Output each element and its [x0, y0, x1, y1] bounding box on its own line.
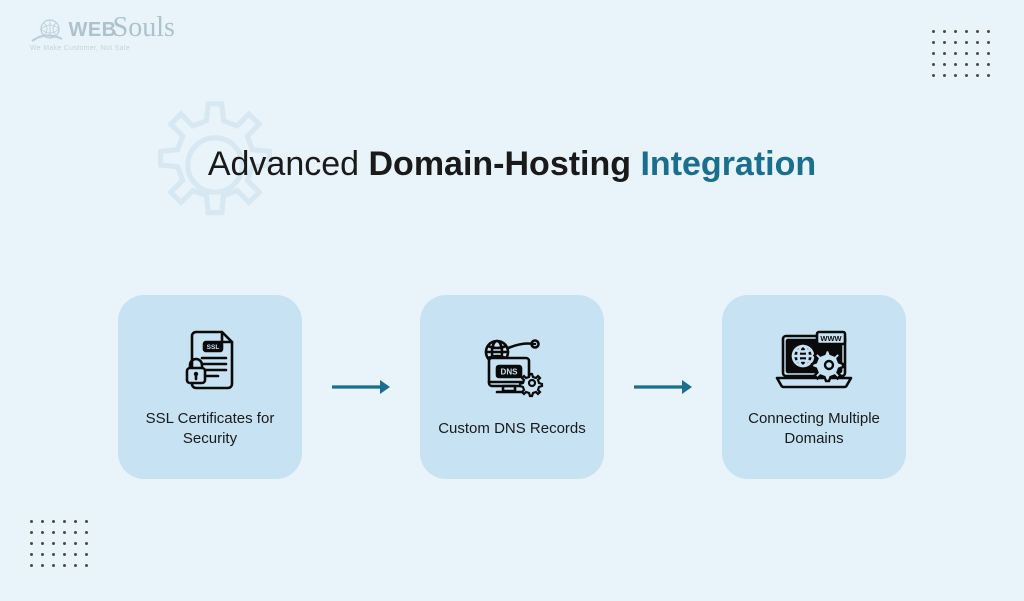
card-label: SSL Certificates for Security	[136, 409, 284, 450]
globe-swoosh-icon	[30, 19, 64, 45]
arrow-right-icon	[632, 378, 694, 396]
logo-text-web: WEB	[68, 19, 116, 41]
title-part-2: Domain-Hosting	[369, 145, 641, 183]
brand-logo: WEBSouls We Make Customer, Not Sale	[30, 12, 175, 52]
decor-dots-bottom-left	[30, 520, 92, 571]
card-ssl: SSL SSL Certificates for Security	[118, 295, 302, 479]
svg-text:WWW: WWW	[820, 334, 842, 343]
page-title: Advanced Domain-Hosting Integration	[0, 145, 1024, 184]
card-dns: DNS Custom DNS Records	[420, 295, 604, 479]
decor-dots-top-right	[932, 30, 994, 81]
arrow-1	[330, 378, 392, 396]
title-part-1: Advanced	[208, 145, 369, 183]
dns-records-icon: DNS	[475, 335, 549, 405]
logo-tagline: We Make Customer, Not Sale	[30, 45, 175, 52]
svg-text:DNS: DNS	[501, 367, 519, 376]
arrow-2	[632, 378, 694, 396]
svg-text:SSL: SSL	[207, 344, 220, 351]
arrow-right-icon	[330, 378, 392, 396]
title-part-3: Integration	[640, 145, 816, 183]
card-multi-domain: WWW Connecting Multiple Domains	[722, 295, 906, 479]
logo-text-souls: Souls	[113, 12, 175, 43]
ssl-certificate-icon: SSL	[182, 325, 238, 395]
card-label: Custom DNS Records	[438, 419, 586, 439]
multi-domain-icon: WWW	[773, 325, 855, 395]
card-label: Connecting Multiple Domains	[740, 409, 888, 450]
infographic-page: WEBSouls We Make Customer, Not Sale Adva…	[0, 0, 1024, 601]
flow-row: SSL SSL Certificates for Security	[0, 295, 1024, 479]
